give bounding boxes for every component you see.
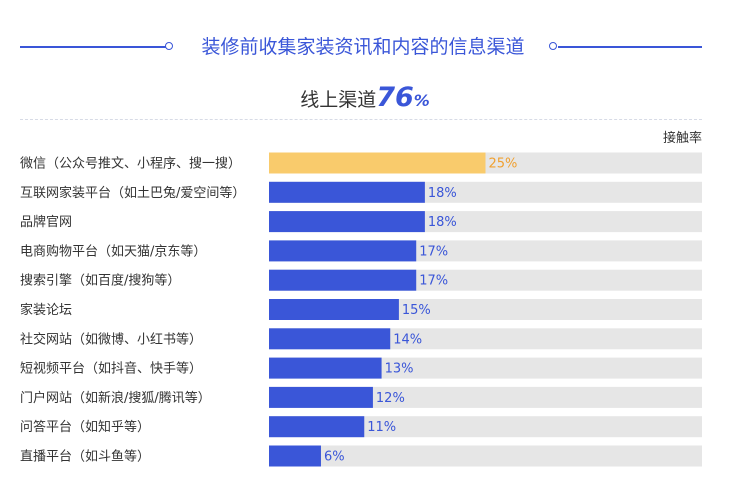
value-label: 13% (385, 362, 414, 377)
category-label: 微信（公众号推文、小程序、搜一搜） (20, 157, 241, 172)
bar (269, 328, 391, 350)
value-label: 18% (428, 186, 457, 201)
category-label: 直播平台（如斗鱼等） (20, 449, 150, 465)
value-label: 6% (324, 450, 345, 465)
value-label: 25% (489, 157, 518, 172)
category-label: 门户网站（如新浪/搜狐/腾讯等） (20, 390, 211, 406)
header-divider (20, 119, 702, 120)
category-label: 问答平台（如知乎等） (20, 419, 150, 435)
value-label: 14% (393, 332, 422, 347)
title-right-dot (549, 42, 557, 50)
chart-title-row: 装修前收集家装资讯和内容的信息渠道 (20, 33, 702, 61)
online-share-unit: % (413, 91, 430, 110)
bar (269, 152, 486, 174)
bar (269, 240, 417, 262)
value-label: 15% (402, 303, 431, 318)
bar-track (269, 386, 702, 408)
category-label: 短视频平台（如抖音、快手等） (20, 361, 202, 377)
bar (269, 445, 321, 467)
value-label: 17% (419, 274, 448, 289)
series-label: 接触率 (662, 131, 702, 146)
bar-track (269, 416, 702, 438)
value-label: 17% (419, 244, 448, 259)
online-share-summary: 线上渠道76% (0, 80, 730, 119)
category-label: 搜索引擎（如百度/搜狗等） (20, 273, 180, 289)
title-left-line (20, 46, 167, 48)
bar-track (269, 445, 702, 467)
bar (269, 416, 365, 438)
bar (269, 181, 425, 203)
value-label: 12% (376, 391, 405, 406)
bar (269, 299, 399, 320)
chart-title: 装修前收集家装资讯和内容的信息渠道 (201, 36, 525, 58)
value-label: 11% (367, 420, 396, 435)
online-share-label: 线上渠道 (300, 89, 377, 111)
category-label: 家装论坛 (20, 302, 72, 318)
value-label: 18% (428, 215, 457, 230)
title-right-line (558, 46, 702, 48)
category-label: 品牌官网 (20, 214, 72, 230)
category-label: 社交网站（如微博、小红书等） (20, 331, 202, 347)
bar (269, 386, 373, 408)
online-share-value: 76 (376, 82, 414, 113)
bar (269, 357, 382, 379)
category-label: 互联网家装平台（如土巴兔/爱空间等） (20, 185, 245, 201)
bar (269, 211, 425, 233)
bar (269, 269, 417, 291)
title-left-dot (165, 42, 173, 50)
category-label: 电商购物平台（如天猫/京东等） (20, 243, 206, 259)
